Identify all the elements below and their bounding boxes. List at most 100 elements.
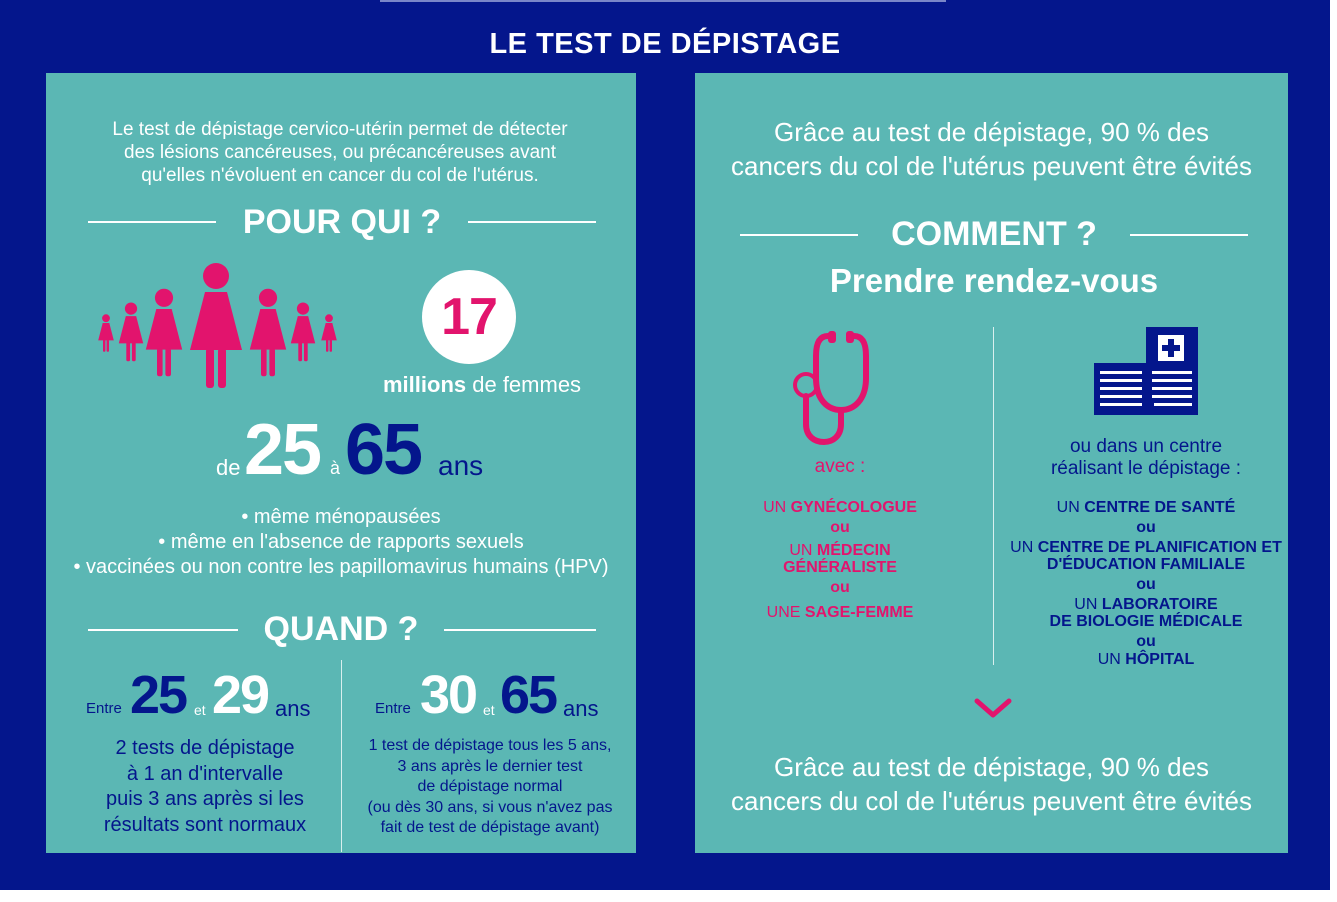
col2-mid: et <box>483 702 495 718</box>
quand-heading: QUAND ? <box>263 610 419 648</box>
woman-icon <box>118 302 144 362</box>
column-divider <box>993 327 994 665</box>
col2-to: 65 <box>500 665 558 725</box>
col2-text: 1 test de dépistage tous les 5 ans, 3 an… <box>345 736 635 839</box>
professional-item: UN MÉDECIN <box>735 542 945 559</box>
centre-item: DE BIOLOGIE MÉDICALE <box>1000 613 1292 630</box>
col2-line: fait de test de dépistage avant) <box>380 819 600 836</box>
col1-mid: et <box>194 702 206 718</box>
item-name: ou <box>830 579 850 596</box>
heading-rule <box>1130 234 1248 236</box>
item-article: UN <box>1097 651 1126 668</box>
centre-item: D'ÉDUCATION FAMILIALE <box>1000 556 1292 573</box>
item-name: ou <box>1136 519 1156 536</box>
professional-item: ou <box>735 519 945 536</box>
professional-item: UN GYNÉCOLOGUE <box>735 499 945 516</box>
item-name: CENTRE DE PLANIFICATION ET <box>1037 539 1282 556</box>
bullet-item: • même en l'absence de rapports sexuels <box>158 531 524 553</box>
bullet-item: • même ménopausées <box>241 506 441 528</box>
centre-label-line: réalisant le dépistage : <box>1050 458 1242 479</box>
item-name: SAGE-FEMME <box>804 604 914 621</box>
col2-line: (ou dès 30 ans, si vous n'avez pas <box>367 798 613 816</box>
col1-line: résultats sont normaux <box>103 813 307 836</box>
age-prefix: de <box>216 455 241 480</box>
count-caption: millions de femmes <box>383 372 623 398</box>
age-from: 25 <box>244 410 322 490</box>
col1-suffix: ans <box>275 696 311 721</box>
col2-prefix: Entre <box>375 700 411 717</box>
statement-line: Grâce au test de dépistage, 90 % des <box>773 752 1210 782</box>
woman-icon <box>98 314 114 352</box>
professional-item: ou <box>735 579 945 596</box>
item-name: ou <box>1136 576 1156 593</box>
count-caption-strong: millions <box>383 372 467 397</box>
intro-line: des lésions cancéreuses, ou précancéreus… <box>124 142 556 163</box>
professional-list: UN GYNÉCOLOGUE ou UN MÉDECIN GÉNÉRALISTE… <box>735 499 945 621</box>
item-name: GYNÉCOLOGUE <box>790 499 917 516</box>
centre-item: UN HÔPITAL <box>1000 651 1292 668</box>
col1-line: à 1 an d'intervalle <box>126 762 284 785</box>
item-name: CENTRE DE SANTÉ <box>1084 499 1236 516</box>
item-article: UN <box>1010 539 1038 556</box>
col1-text: 2 tests de dépistage à 1 an d'intervalle… <box>70 736 340 838</box>
women-count: 17 <box>441 288 498 346</box>
item-article: UNE <box>766 604 805 621</box>
heading-rule <box>88 221 216 223</box>
col1-prefix: Entre <box>86 700 122 717</box>
item-name: MÉDECIN <box>816 542 891 559</box>
chevron-down-icon <box>974 698 1012 718</box>
item-name: DE BIOLOGIE MÉDICALE <box>1049 613 1243 630</box>
bullet-item: • vaccinées ou non contre les papillomav… <box>73 556 609 578</box>
avec-label: avec : <box>814 456 866 477</box>
col2-line: 3 ans après le dernier test <box>397 757 583 775</box>
item-article: UN <box>789 542 817 559</box>
heading-rule <box>444 629 596 631</box>
heading-rule <box>740 234 858 236</box>
centre-item: UN CENTRE DE PLANIFICATION ET <box>1000 539 1292 556</box>
count-circle: 17 <box>422 270 516 364</box>
item-article: UN <box>763 499 791 516</box>
centre-item: ou <box>1000 576 1292 593</box>
item-name: HÔPITAL <box>1125 651 1195 668</box>
col1-line: puis 3 ans après si les <box>106 788 304 810</box>
centre-list: UN CENTRE DE SANTÉ ou UN CENTRE DE PLANI… <box>1000 499 1292 668</box>
top-divider <box>380 0 946 2</box>
col2-line: de dépistage normal <box>417 778 563 795</box>
centre-item: UN CENTRE DE SANTÉ <box>1000 499 1292 516</box>
item-name: D'ÉDUCATION FAMILIALE <box>1046 556 1246 573</box>
woman-icon <box>145 288 183 377</box>
centre-label: ou dans un centre réalisant le dépistage… <box>1006 436 1286 480</box>
column-divider <box>341 660 342 852</box>
right-panel <box>695 73 1288 853</box>
comment-subheading: Prendre rendez-vous <box>829 262 1159 299</box>
bottom-statement: Grâce au test de dépistage, 90 % des can… <box>695 750 1288 818</box>
woman-icon <box>290 302 316 362</box>
age-mid: à <box>330 458 341 478</box>
heading-rule <box>468 221 596 223</box>
statement-line: cancers du col de l'utérus peuvent être … <box>731 151 1252 181</box>
woman-icon <box>249 288 287 377</box>
top-statement: Grâce au test de dépistage, 90 % des can… <box>695 115 1288 183</box>
intro-line: qu'elles n'évoluent en cancer du col de … <box>141 165 539 186</box>
col1-line: 2 tests de dépistage <box>115 737 295 759</box>
centre-item: ou <box>1000 633 1292 650</box>
pour-qui-heading: POUR QUI ? <box>242 203 442 241</box>
col2-line: 1 test de dépistage tous les 5 ans, <box>368 737 612 754</box>
intro-text: Le test de dépistage cervico-utérin perm… <box>60 118 620 187</box>
stethoscope-icon <box>793 331 869 446</box>
item-name: ou <box>830 519 850 536</box>
centre-label-line: ou dans un centre <box>1069 436 1223 457</box>
comment-heading: COMMENT ? <box>891 215 1097 253</box>
age-suffix: ans <box>438 450 484 481</box>
professional-item: GÉNÉRALISTE <box>735 559 945 576</box>
item-name: GÉNÉRALISTE <box>783 559 897 576</box>
col1-to: 29 <box>212 665 270 725</box>
item-name: LABORATOIRE <box>1101 596 1218 613</box>
item-article: UN <box>1074 596 1102 613</box>
hospital-building-icon <box>1094 327 1198 415</box>
professional-item: UNE SAGE-FEMME <box>735 604 945 621</box>
item-article: UN <box>1056 499 1085 516</box>
intro-line: Le test de dépistage cervico-utérin perm… <box>112 119 568 140</box>
woman-icon <box>321 314 337 352</box>
count-caption-rest: de femmes <box>466 372 582 397</box>
